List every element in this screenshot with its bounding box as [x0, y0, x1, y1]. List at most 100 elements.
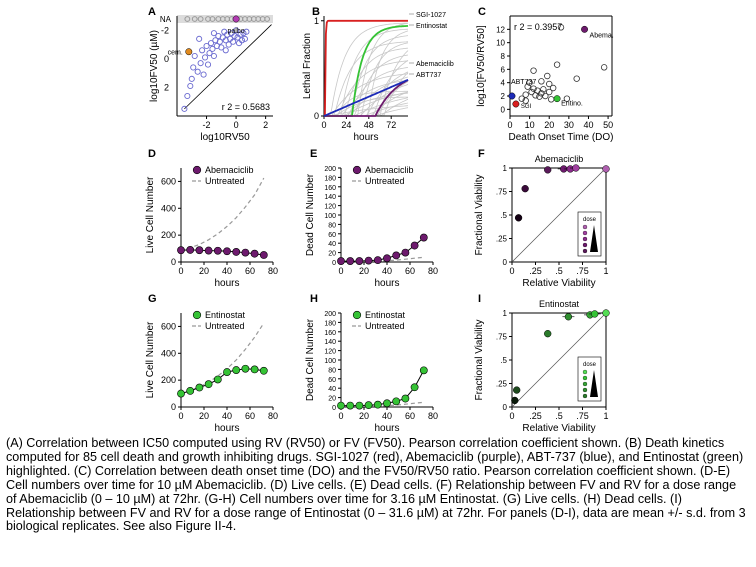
- treated-point: [232, 366, 241, 374]
- y-tick-label: 600: [161, 321, 176, 331]
- x-tick-label: 40: [382, 266, 392, 276]
- treated-point: [346, 401, 355, 410]
- scatter-point: [197, 60, 204, 67]
- y-tick-label: 1: [314, 16, 319, 26]
- y-tick-label: 0: [171, 257, 176, 267]
- y-tick-label: 160: [324, 185, 336, 192]
- y-axis-label: Fractional Viability: [474, 320, 485, 401]
- panel-c-chart: 0 10 20 30 40 50 0 2 4 6 8 10 12 Death Onset Time (DO…: [476, 15, 614, 143]
- x-tick-label: .75: [576, 411, 589, 421]
- panel-f-letter: F: [478, 148, 485, 160]
- scatter-point: [181, 105, 188, 112]
- legend-label: Abemaciclib: [205, 165, 254, 175]
- treated-point: [364, 401, 373, 410]
- treated-point: [232, 248, 241, 256]
- y-tick-label: 0: [503, 258, 508, 267]
- panel-h-chart: 0 20 40 60 80 0 20 40 60 80 100 120 140 160 180 200 hour…: [305, 310, 438, 434]
- scatter-point: [210, 30, 217, 37]
- y-tick-label: 0: [503, 403, 508, 412]
- scatter-point: [538, 78, 545, 85]
- y-tick-label: 200: [324, 166, 336, 173]
- y-tick-label: 80: [328, 367, 336, 374]
- y-tick-label: 8: [501, 52, 506, 61]
- x-tick-label: 1: [603, 266, 608, 276]
- treated-point: [346, 257, 355, 265]
- treated-point: [213, 246, 222, 255]
- series-line-3: [323, 78, 409, 117]
- scatter-point: [207, 40, 215, 47]
- scatter-point: [191, 52, 198, 60]
- x-tick-label: -2: [203, 120, 211, 130]
- scatter-point: [184, 92, 191, 100]
- y-tick-label: -2: [161, 25, 169, 35]
- treated-line: [341, 370, 425, 407]
- identity-line: [511, 312, 607, 408]
- cem-point: [185, 48, 193, 56]
- dose-point: [572, 164, 580, 172]
- y-axis-label: log10FV50 (µM): [149, 30, 160, 102]
- y-tick-label: 0: [332, 405, 336, 412]
- y-tick-label: 40: [328, 241, 336, 248]
- legend-label: Abemaciclib: [365, 165, 414, 175]
- scatter-point: [204, 61, 212, 68]
- panel-i-chart: 0 .25 .5 .75 1 0 .25 .5 .75 1 Relative Viability Fr…: [474, 299, 610, 434]
- scatter-point: [218, 44, 225, 51]
- x-tick-label: 1: [603, 411, 608, 421]
- x-axis-label: hours: [214, 278, 239, 289]
- scatter-point: [530, 85, 537, 92]
- highlight-point: [508, 92, 516, 100]
- identity-line: [511, 167, 607, 263]
- series-label: ABT737: [416, 72, 441, 79]
- x-tick-label: 60: [245, 266, 255, 276]
- y-tick-label: .75: [496, 333, 508, 342]
- highlight-point: [581, 25, 588, 33]
- panel-d-letter: D: [148, 148, 156, 160]
- na-point: [191, 16, 198, 22]
- panel-f-chart: 0 .25 .5 .75 1 0 .25 .5 .75 1 Relative Viability Fr…: [474, 154, 610, 289]
- x-tick-label: 0: [338, 411, 343, 421]
- y-tick-label: 140: [324, 339, 336, 346]
- treated-point: [373, 256, 382, 265]
- x-tick-label: .75: [576, 266, 589, 276]
- y-tick-label: .25: [496, 380, 508, 389]
- scatter-point: [190, 64, 197, 71]
- dose-legend-dot: [582, 248, 588, 254]
- x-tick-label: 60: [405, 411, 415, 421]
- x-tick-label: .5: [555, 266, 563, 276]
- scatter-point: [199, 47, 206, 54]
- panel-b-letter: B: [312, 6, 320, 18]
- dose-point: [521, 185, 529, 193]
- scatter-point: [540, 86, 547, 93]
- treated-point: [250, 365, 259, 374]
- scatter-point: [600, 64, 608, 71]
- dose-point: [591, 310, 599, 318]
- dose-point: [602, 309, 610, 317]
- y-tick-label: 100: [324, 358, 336, 365]
- x-tick-label: 20: [199, 266, 209, 276]
- treated-point: [392, 251, 401, 260]
- scatter-point: [241, 35, 248, 42]
- x-tick-label: 10: [525, 120, 535, 130]
- y-tick-label: 180: [324, 320, 336, 327]
- dose-legend-dot: [582, 242, 588, 248]
- x-tick-label: 0: [178, 266, 183, 276]
- scatter-point: [203, 42, 210, 50]
- scatter-point: [233, 27, 240, 34]
- x-tick-label: 0: [507, 120, 512, 130]
- y-tick-label: .5: [500, 356, 507, 365]
- x-tick-label: 50: [603, 120, 613, 130]
- treated-point: [373, 400, 382, 409]
- x-tick-label: 2: [263, 120, 268, 130]
- x-tick-label: 0: [509, 266, 514, 276]
- x-axis-label: hours: [353, 132, 378, 143]
- scatter-point: [243, 28, 250, 35]
- y-axis-label: Live Cell Number: [145, 321, 156, 398]
- legend-marker: [352, 165, 362, 175]
- scatter-point: [528, 88, 535, 96]
- x-tick-label: 24: [341, 120, 351, 130]
- panel-b-chart: 0 24 48 72 0 1 hours Lethal Fraction SGI-1027 Ent…: [302, 12, 454, 143]
- treated-line: [180, 368, 264, 395]
- dose-legend-dot: [582, 224, 588, 230]
- dose-triangle-icon: [590, 225, 598, 252]
- x-axis-label: hours: [374, 278, 399, 289]
